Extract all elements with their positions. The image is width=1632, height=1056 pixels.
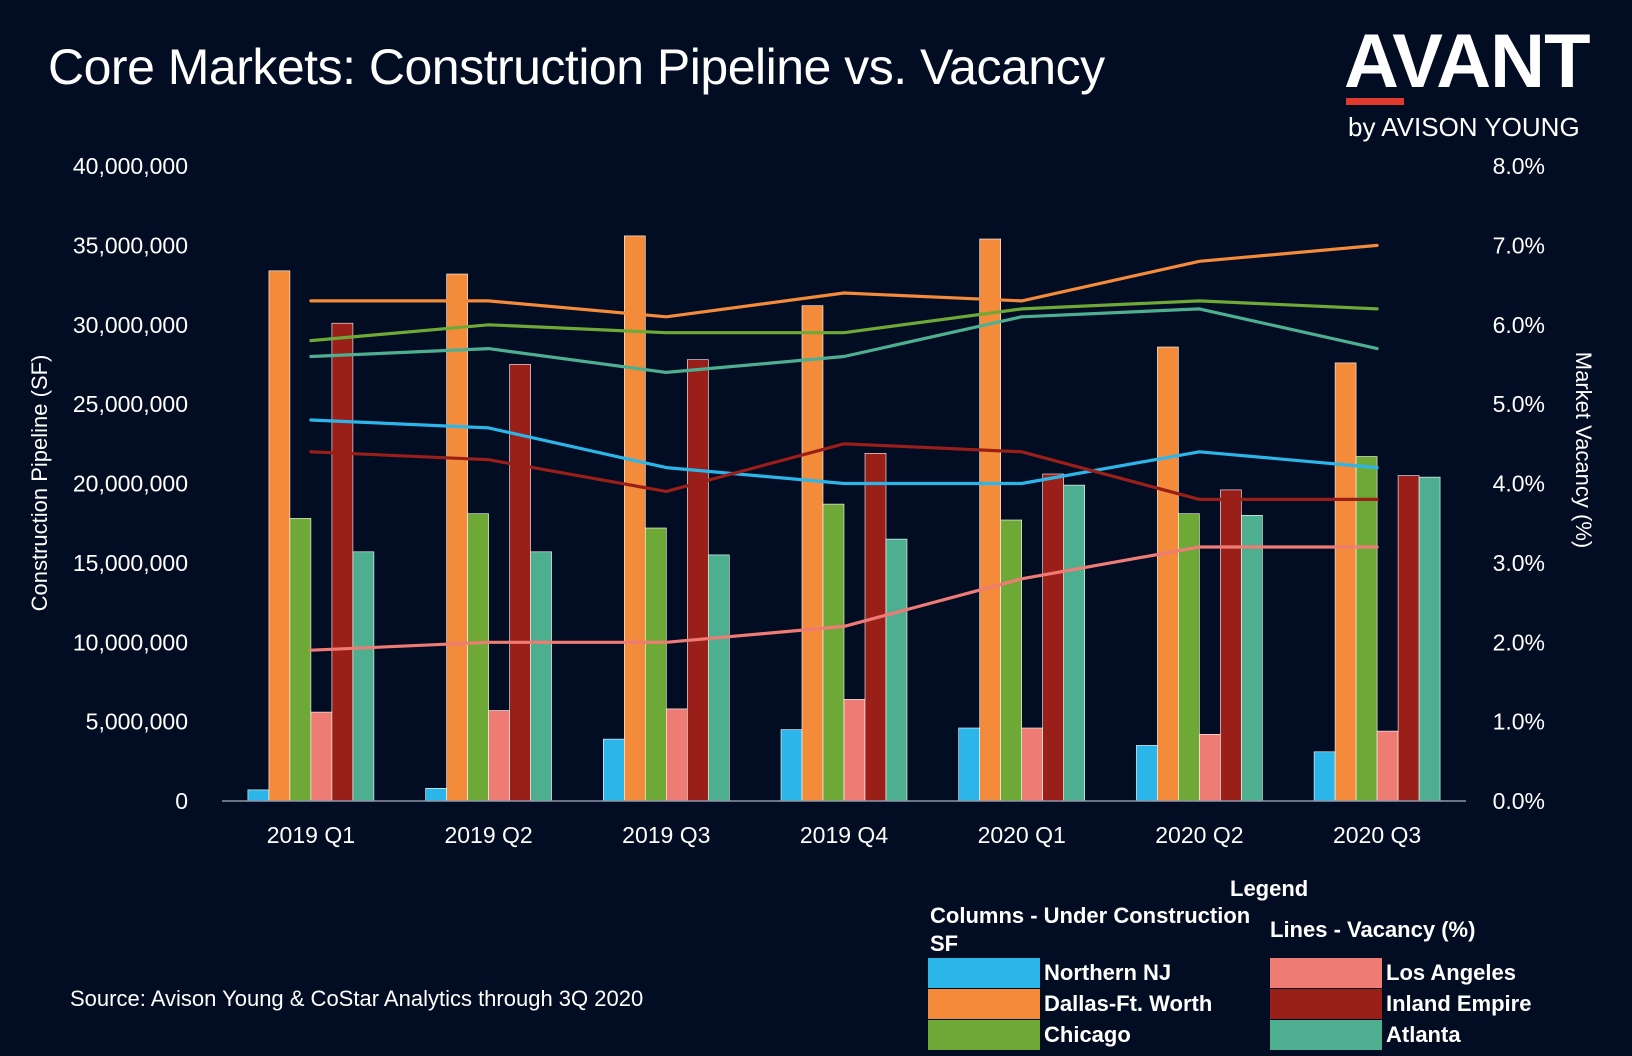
y-tick-label: 25,000,000	[73, 391, 188, 417]
bar-los-angeles-1	[488, 710, 510, 802]
y-tick-label: 35,000,000	[73, 232, 188, 258]
bar-atlanta-4	[1063, 484, 1085, 802]
y-tick-label: 15,000,000	[73, 550, 188, 576]
x-tick-label: 2020 Q2	[1155, 822, 1243, 848]
legend-swatch	[928, 989, 1040, 1019]
bar-dallas-ft-worth-5	[1157, 346, 1179, 802]
bar-northern-nj-0	[247, 789, 270, 802]
y2-tick-label: 4.0%	[1493, 471, 1545, 497]
bar-dallas-ft-worth-2	[623, 235, 646, 802]
line-dallas-ft-worth	[309, 243, 1379, 319]
bar-chicago-1	[467, 513, 489, 802]
y-tick-label: 5,000,000	[86, 709, 188, 735]
bar-northern-nj-4	[958, 727, 981, 802]
x-tick-label: 2019 Q2	[444, 822, 532, 848]
logo-accent-bar	[1346, 98, 1404, 105]
y2-tick-label: 8.0%	[1493, 153, 1545, 179]
legend-swatch	[928, 1020, 1040, 1050]
x-tick-label: 2019 Q3	[622, 822, 710, 848]
line-chicago	[309, 299, 1379, 343]
bar-dallas-ft-worth-3	[801, 305, 824, 802]
bar-northern-nj-6	[1313, 751, 1336, 802]
x-tick-label: 2019 Q1	[267, 822, 355, 848]
bar-northern-nj-5	[1136, 745, 1158, 802]
bar-los-angeles-0	[310, 711, 333, 802]
bar-chicago-5	[1178, 513, 1200, 802]
legend-label: Dallas-Ft. Worth	[1044, 991, 1213, 1016]
brand-logo: AVANT by AVISON YOUNG	[1344, 24, 1594, 144]
legend-label: Inland Empire	[1386, 991, 1532, 1016]
bar-los-angeles-3	[843, 699, 866, 802]
y-tick-label: 30,000,000	[73, 312, 188, 338]
y2-tick-label: 7.0%	[1493, 232, 1545, 258]
bar-inland-empire-6	[1397, 475, 1420, 802]
bar-los-angeles-6	[1376, 730, 1399, 802]
legend-swatch	[1270, 958, 1382, 988]
line-layer	[309, 243, 1379, 652]
y2-tick-label: 1.0%	[1493, 709, 1545, 735]
line-northern-nj	[309, 418, 1379, 486]
combo-chart: 0 5,000,000 10,000,000 15,000,000 20,000,000…	[27, 153, 1596, 848]
y-tick-label: 10,000,000	[73, 629, 188, 655]
legend-label: Los Angeles	[1386, 960, 1516, 985]
y2-axis-title: Market Vacancy (%)	[1571, 352, 1596, 548]
bar-dallas-ft-worth-0	[268, 270, 291, 802]
bar-inland-empire-3	[864, 452, 887, 802]
bar-los-angeles-5	[1199, 733, 1221, 802]
legend-swatch	[1270, 1020, 1382, 1050]
bar-los-angeles-4	[1021, 727, 1044, 802]
legend-swatch	[928, 958, 1040, 988]
bar-northern-nj-2	[602, 738, 625, 802]
bar-inland-empire-4	[1042, 473, 1064, 802]
legend-lines-heading: Lines - Vacancy (%)	[1270, 917, 1476, 942]
bar-atlanta-1	[530, 551, 552, 802]
x-tick-label: 2020 Q1	[978, 822, 1066, 848]
bar-los-angeles-2	[665, 708, 688, 802]
logo-subtitle: by AVISON YOUNG	[1348, 112, 1580, 142]
bar-chicago-0	[289, 518, 312, 802]
bar-atlanta-3	[885, 538, 908, 802]
y2-tick-label: 2.0%	[1493, 629, 1545, 655]
bar-inland-empire-2	[686, 359, 709, 802]
logo-wordmark: AVANT	[1344, 19, 1590, 104]
line-atlanta	[309, 307, 1379, 374]
legend-label: Atlanta	[1386, 1022, 1461, 1047]
bar-inland-empire-0	[331, 322, 354, 802]
bar-layer	[247, 235, 1441, 802]
legend-columns-heading: Columns - Under Construction SF	[930, 903, 1251, 956]
axes-layer: 0 5,000,000 10,000,000 15,000,000 20,000,000…	[27, 153, 1596, 848]
line-inland-empire	[309, 442, 1379, 501]
y-tick-label: 40,000,000	[73, 153, 188, 179]
y2-tick-label: 0.0%	[1493, 788, 1545, 814]
y-axis-title: Construction Pipeline (SF)	[27, 355, 52, 612]
x-tick-label: 2019 Q4	[800, 822, 888, 848]
bar-northern-nj-3	[780, 729, 803, 802]
x-tick-label: 2020 Q3	[1333, 822, 1421, 848]
line-los-angeles	[309, 545, 1379, 652]
bar-inland-empire-1	[509, 364, 531, 802]
bar-atlanta-5	[1241, 514, 1263, 802]
bar-northern-nj-1	[425, 787, 447, 802]
y-tick-label: 20,000,000	[73, 471, 188, 497]
bar-chicago-6	[1355, 456, 1378, 802]
bar-atlanta-2	[707, 554, 730, 802]
bar-chicago-2	[644, 527, 667, 802]
bar-dallas-ft-worth-6	[1334, 362, 1357, 802]
bar-chicago-3	[822, 503, 845, 802]
y2-tick-label: 3.0%	[1493, 550, 1545, 576]
chart-title: Core Markets: Construction Pipeline vs. …	[48, 39, 1105, 95]
legend-title: Legend	[1230, 876, 1309, 901]
bar-inland-empire-5	[1220, 489, 1242, 802]
bar-dallas-ft-worth-1	[446, 273, 468, 802]
y-tick-label: 0	[175, 788, 188, 814]
bar-atlanta-0	[352, 551, 375, 802]
source-note: Source: Avison Young & CoStar Analytics …	[70, 986, 644, 1011]
bar-atlanta-6	[1418, 476, 1441, 802]
legend-label: Chicago	[1044, 1022, 1131, 1047]
y2-tick-label: 5.0%	[1493, 391, 1545, 417]
legend-label: Northern NJ	[1044, 960, 1172, 985]
legend-swatch	[1270, 989, 1382, 1019]
y2-tick-label: 6.0%	[1493, 312, 1545, 338]
bar-chicago-4	[1000, 519, 1023, 802]
